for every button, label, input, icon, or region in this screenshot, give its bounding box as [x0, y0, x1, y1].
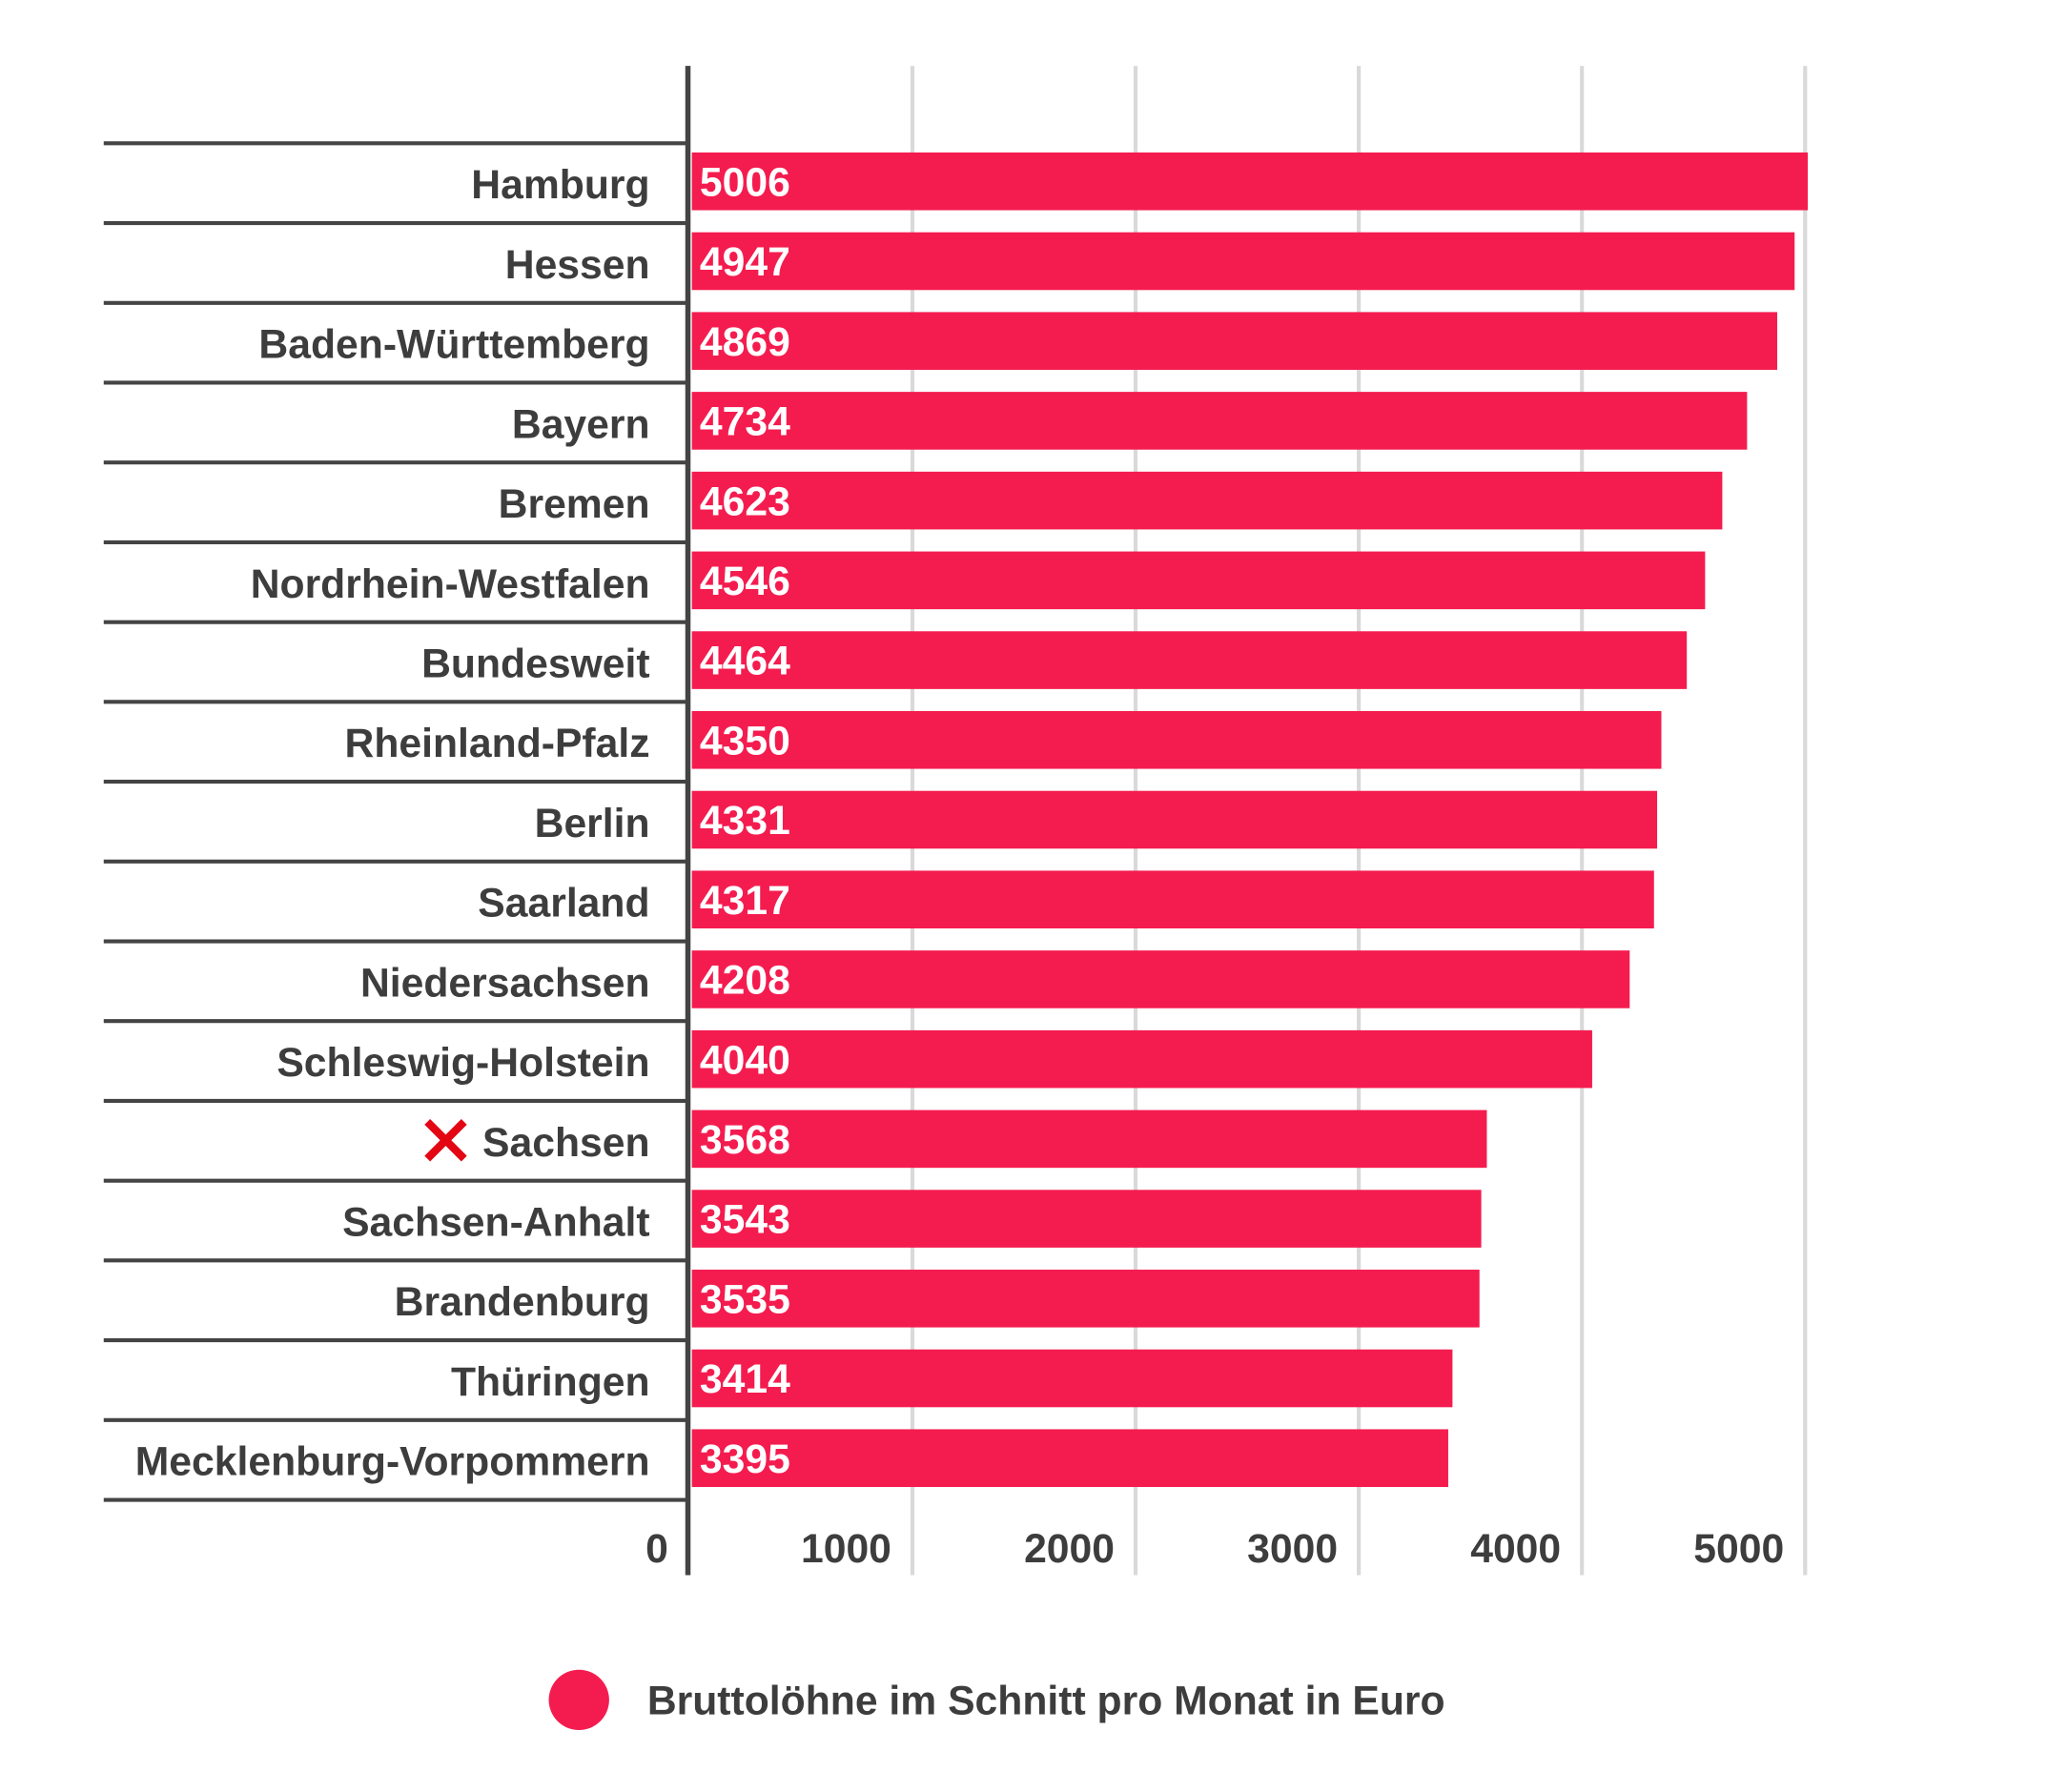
category-label: Mecklenburg-Vorpommern	[135, 1439, 650, 1485]
category-label: Niedersachsen	[360, 960, 650, 1006]
category-label: Saarland	[478, 881, 649, 927]
bar-value-label: 4350	[700, 718, 790, 764]
category-label: Bremen	[499, 481, 650, 527]
category-label: Bayern	[512, 401, 650, 447]
category-label: Hamburg	[471, 162, 649, 208]
category-label: Berlin	[535, 801, 650, 846]
x-tick-label: 1000	[801, 1526, 891, 1572]
bar-value-label: 4331	[700, 798, 790, 844]
bar	[691, 551, 1706, 610]
bar-value-label: 3543	[700, 1197, 790, 1243]
bar	[691, 950, 1630, 1008]
bar-value-label: 3395	[700, 1436, 790, 1482]
bar	[691, 232, 1795, 291]
bar	[691, 152, 1809, 211]
bar-value-label: 3535	[700, 1276, 790, 1322]
category-label: Sachsen-Anhalt	[342, 1199, 649, 1245]
bars: 5006 4947 4869 4734 4623 4546 4464 4350 4331 4317…	[691, 152, 1809, 1488]
bar	[691, 392, 1748, 450]
bar-value-label: 4208	[700, 958, 790, 1004]
bar	[691, 790, 1658, 849]
bar	[691, 870, 1654, 929]
bar-value-label: 3568	[700, 1117, 790, 1163]
x-tick-label: 4000	[1470, 1526, 1561, 1572]
bar	[691, 710, 1662, 769]
bar	[691, 471, 1723, 530]
bar	[691, 1110, 1487, 1169]
bar-value-label: 4623	[700, 479, 790, 524]
x-axis-ticks: 0 1000 2000 3000 4000 5000	[645, 1526, 1784, 1572]
category-label: Schleswig-Holstein	[276, 1040, 649, 1086]
bar	[691, 1270, 1480, 1328]
x-tick-label: 2000	[1024, 1526, 1115, 1572]
bar	[691, 631, 1688, 689]
category-label: Bundesweit	[421, 641, 649, 686]
category-label: Hessen	[505, 242, 650, 288]
bar	[691, 1029, 1592, 1089]
bar-value-label: 3414	[700, 1356, 790, 1402]
bar-value-label: 4317	[700, 878, 790, 924]
row-separators	[103, 141, 688, 1502]
category-label: Nordrhein-Westfalen	[251, 561, 650, 607]
x-tick-label: 5000	[1693, 1526, 1784, 1572]
legend: Bruttolöhne im Schnitt pro Monat in Euro	[548, 1669, 1445, 1731]
x-tick-label: 0	[645, 1526, 668, 1572]
category-label: Baden-Württemberg	[258, 322, 649, 368]
bar-value-label: 4546	[700, 559, 790, 604]
category-label: Rheinland-Pfalz	[345, 721, 650, 766]
bar	[691, 1429, 1448, 1488]
category-label: Brandenburg	[395, 1279, 650, 1325]
bar	[691, 1190, 1482, 1248]
bar-value-label: 4464	[700, 639, 790, 684]
category-label: Sachsen	[482, 1120, 650, 1166]
bar-value-label: 4869	[700, 319, 790, 365]
category-label: Thüringen	[451, 1359, 650, 1405]
red-x-icon	[424, 1119, 467, 1162]
bar-value-label: 4040	[700, 1037, 790, 1083]
bar-value-label: 5006	[700, 159, 790, 205]
legend-label: Bruttolöhne im Schnitt pro Monat in Euro	[647, 1679, 1445, 1724]
bar-value-label: 4734	[700, 399, 790, 445]
bar	[691, 1349, 1453, 1408]
bar	[691, 312, 1777, 370]
x-tick-label: 3000	[1247, 1526, 1338, 1572]
bar-value-label: 4947	[700, 239, 790, 285]
category-labels: Hamburg Hessen Baden-Württemberg Bayern Brem…	[135, 162, 650, 1484]
legend-marker	[548, 1669, 609, 1731]
